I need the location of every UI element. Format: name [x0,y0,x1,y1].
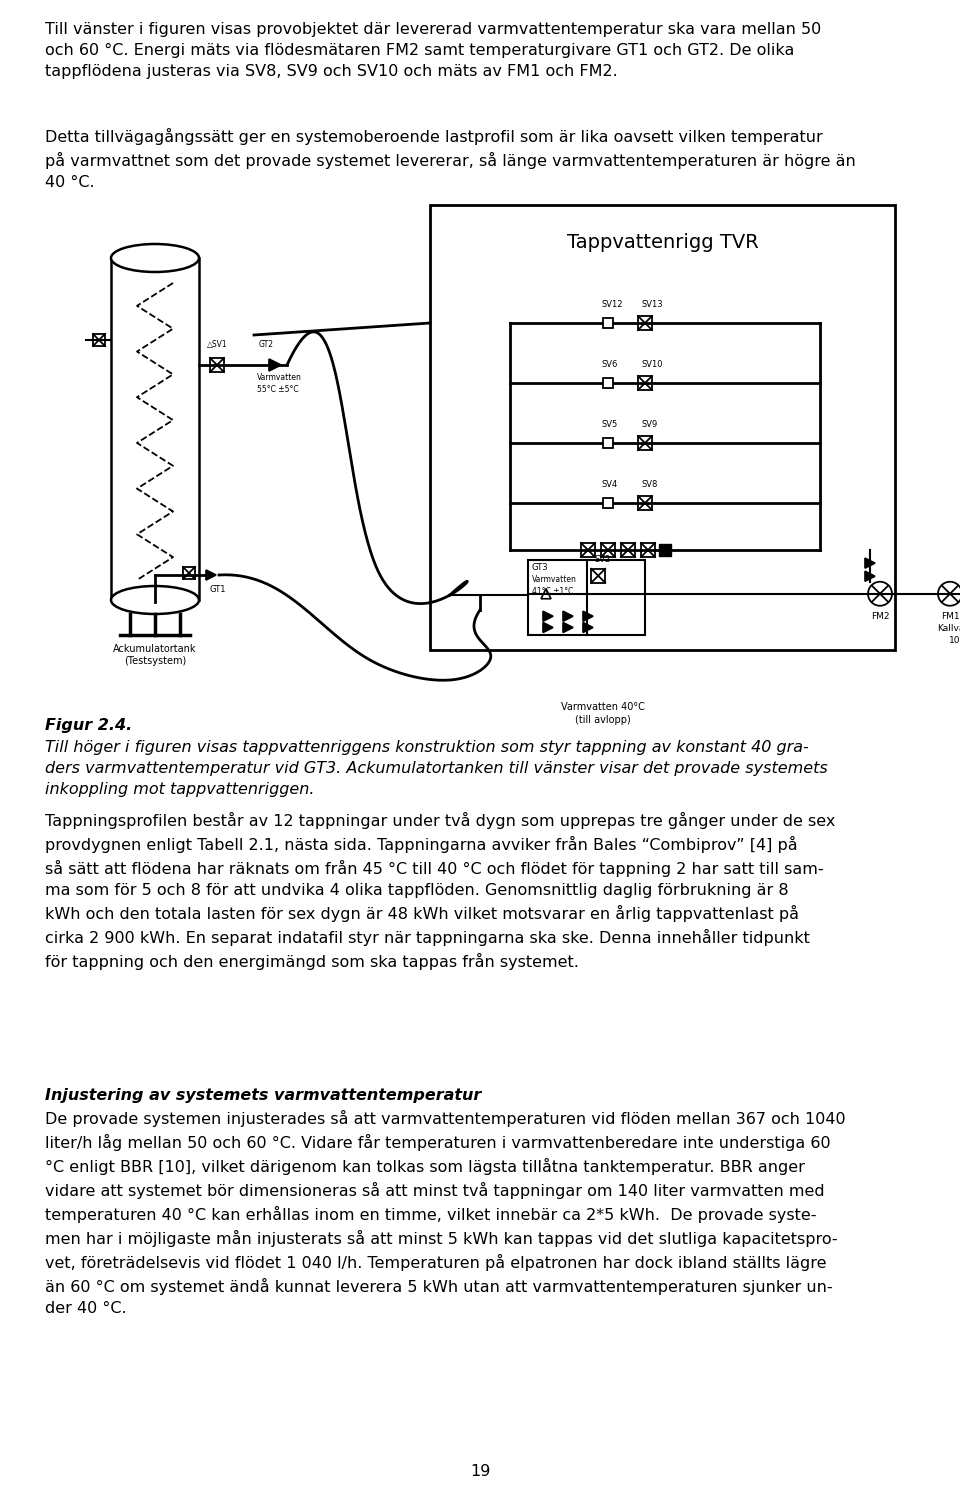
Text: Ackumulatortank: Ackumulatortank [113,644,197,653]
Polygon shape [543,623,553,632]
Text: 10°C: 10°C [948,635,960,644]
Polygon shape [206,570,216,579]
Bar [528,560,645,635]
Text: △SV1: △SV1 [207,340,228,349]
Text: Till höger i figuren visas tappvattenriggens konstruktion som styr tappning av k: Till höger i figuren visas tappvattenrig… [45,739,828,797]
Text: FM1: FM1 [941,611,959,620]
Text: Tappvattenrigg TVR: Tappvattenrigg TVR [566,232,758,252]
Polygon shape [603,438,613,448]
Text: SV4: SV4 [602,480,618,489]
Ellipse shape [111,244,199,272]
Polygon shape [543,611,553,622]
Ellipse shape [111,585,199,614]
Text: Tappningsprofilen består av 12 tappningar under två dygn som upprepas tre gånger: Tappningsprofilen består av 12 tappninga… [45,812,835,970]
Text: FM2: FM2 [871,611,889,620]
Text: SV5: SV5 [602,420,618,429]
Polygon shape [659,545,671,555]
Text: GT1: GT1 [209,585,226,595]
Polygon shape [583,623,593,632]
Bar [111,258,199,601]
Text: (till avlopp): (till avlopp) [575,715,631,724]
Text: SV2: SV2 [594,555,611,564]
Text: SV8: SV8 [641,480,658,489]
Polygon shape [603,318,613,327]
Text: 19: 19 [469,1464,491,1479]
Text: Figur 2.4.: Figur 2.4. [45,718,132,733]
Polygon shape [865,572,875,581]
Text: (Testsystem): (Testsystem) [124,656,186,665]
Text: SV13: SV13 [641,300,662,309]
Text: Varmvatten: Varmvatten [532,575,577,584]
Text: Varmvatten: Varmvatten [257,373,301,382]
Text: SV12: SV12 [602,300,623,309]
Polygon shape [563,611,573,622]
Text: 41°C ±1°C: 41°C ±1°C [532,587,573,596]
Polygon shape [583,611,593,622]
Text: GT2: GT2 [259,340,274,349]
Polygon shape [563,623,573,632]
Polygon shape [603,377,613,388]
Text: Kallvatten: Kallvatten [937,623,960,632]
Text: Till vänster i figuren visas provobjektet där levererad varmvattentemperatur ska: Till vänster i figuren visas provobjekte… [45,23,821,78]
Text: Detta tillvägagångssätt ger en systemoberoende lastprofil som är lika oavsett vi: Detta tillvägagångssätt ger en systemobe… [45,128,855,190]
Text: SV9: SV9 [641,420,658,429]
Text: 55°C ±5°C: 55°C ±5°C [257,385,299,394]
Text: Varmvatten 40°C: Varmvatten 40°C [561,702,644,712]
Text: GT3: GT3 [532,563,548,572]
Polygon shape [269,359,281,371]
Text: SV6: SV6 [602,361,618,370]
Text: De provade systemen injusterades så att varmvattentemperaturen vid flöden mellan: De provade systemen injusterades så att … [45,1111,846,1316]
Bar [430,205,895,650]
Text: Injustering av systemets varmvattentemperatur: Injustering av systemets varmvattentempe… [45,1088,481,1103]
Polygon shape [865,558,875,567]
Text: SV10: SV10 [641,361,662,370]
Polygon shape [603,498,613,509]
